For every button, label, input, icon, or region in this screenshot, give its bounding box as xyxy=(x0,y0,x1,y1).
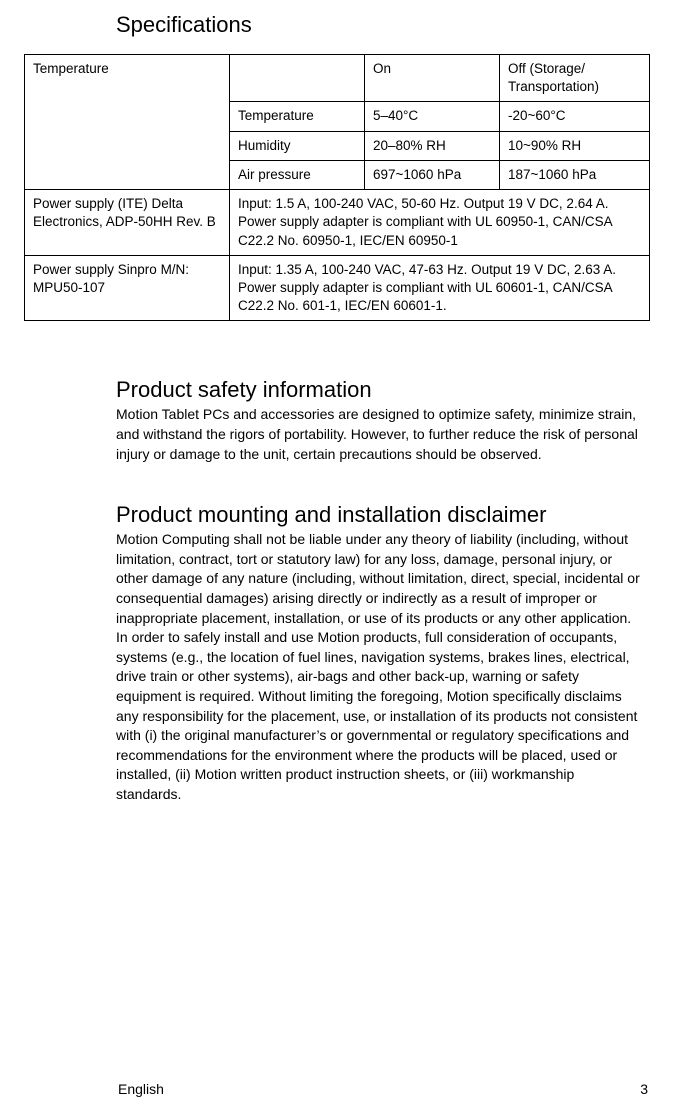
row-air-on: 697~1060 hPa xyxy=(365,160,500,189)
row-humidity-off: 10~90% RH xyxy=(500,131,650,160)
temperature-row-label: Temperature xyxy=(25,55,230,190)
row-humidity-label: Humidity xyxy=(230,131,365,160)
footer-page-number: 3 xyxy=(640,1081,648,1097)
row-humidity-on: 20–80% RH xyxy=(365,131,500,160)
specifications-title: Specifications xyxy=(116,12,650,38)
ps-ite-value: Input: 1.5 A, 100-240 VAC, 50-60 Hz. Out… xyxy=(230,190,650,256)
mounting-title: Product mounting and installation discla… xyxy=(116,502,640,528)
ps-sinpro-value: Input: 1.35 A, 100-240 VAC, 47-63 Hz. Ou… xyxy=(230,255,650,321)
mounting-section: Product mounting and installation discla… xyxy=(116,502,640,804)
mounting-body: Motion Computing shall not be liable und… xyxy=(116,530,640,804)
safety-body: Motion Tablet PCs and accessories are de… xyxy=(116,405,640,464)
col-on: On xyxy=(365,55,500,102)
safety-section: Product safety information Motion Tablet… xyxy=(116,377,640,464)
table-row: Power supply Sinpro M/N: MPU50-107 Input… xyxy=(25,255,650,321)
footer-language: English xyxy=(118,1081,164,1097)
specifications-table: Temperature On Off (Storage/ Transportat… xyxy=(24,54,650,321)
row-temp-label: Temperature xyxy=(230,102,365,131)
ps-ite-label: Power supply (ITE) Delta Electronics, AD… xyxy=(25,190,230,256)
row-temp-on: 5–40°C xyxy=(365,102,500,131)
col-off: Off (Storage/ Transportation) xyxy=(500,55,650,102)
safety-title: Product safety information xyxy=(116,377,640,403)
row-air-off: 187~1060 hPa xyxy=(500,160,650,189)
table-row: Power supply (ITE) Delta Electronics, AD… xyxy=(25,190,650,256)
empty-cell xyxy=(230,55,365,102)
ps-sinpro-label: Power supply Sinpro M/N: MPU50-107 xyxy=(25,255,230,321)
table-row: Temperature On Off (Storage/ Transportat… xyxy=(25,55,650,102)
row-temp-off: -20~60°C xyxy=(500,102,650,131)
row-air-label: Air pressure xyxy=(230,160,365,189)
page-footer: English 3 xyxy=(0,1081,674,1097)
